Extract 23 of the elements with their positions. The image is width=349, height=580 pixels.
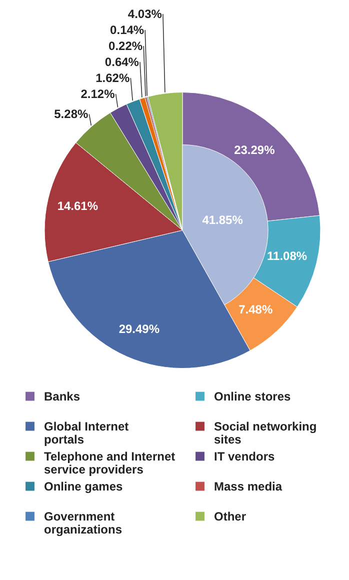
legend-label: Global Internet portals (44, 419, 129, 446)
data-label: 7.48% (238, 302, 273, 316)
data-label: 0.64% (104, 55, 140, 69)
data-label: 0.22% (108, 39, 143, 53)
data-label: 14.61% (57, 198, 98, 213)
data-label: 5.28% (54, 107, 88, 122)
data-label: 2.12% (80, 87, 116, 101)
data-label: 41.85% (202, 212, 244, 227)
legend-label: Social networking sites (214, 419, 317, 446)
legend-label: Other (214, 509, 246, 524)
data-label: 0.14% (110, 23, 144, 37)
legend-label: Telephone and Internet service providers (44, 449, 176, 476)
legend-label: Online stores (214, 389, 292, 404)
legend-label: IT vendors (214, 449, 276, 464)
legend-label: Banks (44, 389, 80, 404)
legend-label: Online games (44, 479, 124, 494)
legend-label: Government organizations (44, 509, 122, 536)
legend-label: Mass media (214, 479, 282, 494)
data-label: 1.62% (96, 71, 130, 85)
data-label: 11.08% (267, 248, 308, 263)
data-label: 23.29% (234, 143, 276, 158)
data-label: 29.49% (118, 322, 160, 336)
data-label: 4.03% (128, 7, 162, 21)
